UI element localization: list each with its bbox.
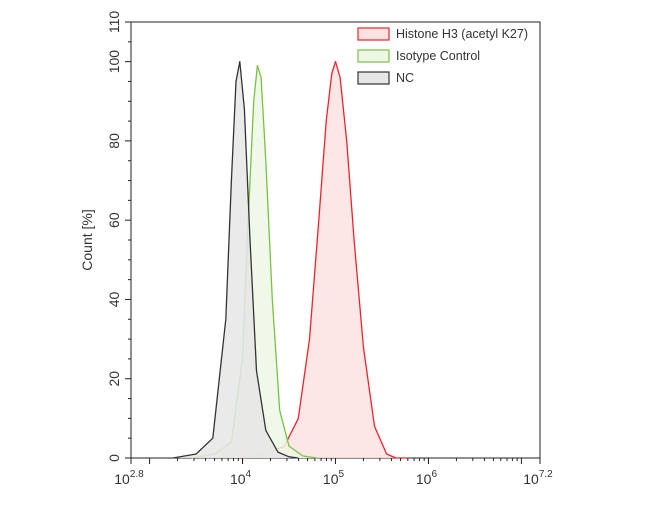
x-tick-base: 10 <box>114 471 130 487</box>
x-tick-base: 10 <box>323 471 339 487</box>
legend-label: NC <box>396 71 414 85</box>
x-tick-label: 102.8 <box>114 469 144 487</box>
x-tick-exponent: 2.8 <box>130 469 144 480</box>
x-tick-exponent: 7.2 <box>539 469 553 480</box>
legend: Histone H3 (acetyl K27) Isotype Control NC <box>357 27 528 85</box>
y-tick-label: 20 <box>106 371 122 387</box>
y-axis-title: Count [%] <box>79 209 95 270</box>
series-1-area <box>191 65 317 458</box>
x-tick-label: 107.2 <box>523 469 553 487</box>
series-layer <box>172 60 410 459</box>
legend-label: Isotype Control <box>396 49 480 63</box>
y-tick-label: 60 <box>106 212 122 228</box>
y-tick-label: 100 <box>106 50 122 74</box>
x-tick-label: 105 <box>323 469 345 487</box>
y-tick-label: 0 <box>106 454 122 462</box>
series-2-area <box>172 61 299 458</box>
legend-swatch <box>357 49 390 63</box>
y-tick-label: 110 <box>106 11 122 34</box>
x-axis: 102.8 104 105 106 107.2 <box>114 458 553 487</box>
y-axis: 0 20 40 60 80 100 110 <box>106 11 131 462</box>
y-tick-label: 40 <box>106 291 122 307</box>
y-tick-label: 80 <box>106 133 122 149</box>
x-tick-label: 104 <box>230 469 252 487</box>
x-tick-label: 106 <box>416 469 438 487</box>
legend-label: Histone H3 (acetyl K27) <box>396 27 528 41</box>
legend-swatch <box>357 71 390 85</box>
x-tick-exponent: 6 <box>431 469 437 480</box>
x-tick-base: 10 <box>230 471 246 487</box>
series-0-line <box>242 60 410 459</box>
x-tick-base: 10 <box>416 471 432 487</box>
x-tick-base: 10 <box>523 471 539 487</box>
series-0-area <box>242 61 410 458</box>
x-tick-exponent: 4 <box>246 469 252 480</box>
legend-swatch <box>357 27 390 41</box>
x-tick-exponent: 5 <box>339 469 345 480</box>
series-2-line <box>172 60 299 459</box>
